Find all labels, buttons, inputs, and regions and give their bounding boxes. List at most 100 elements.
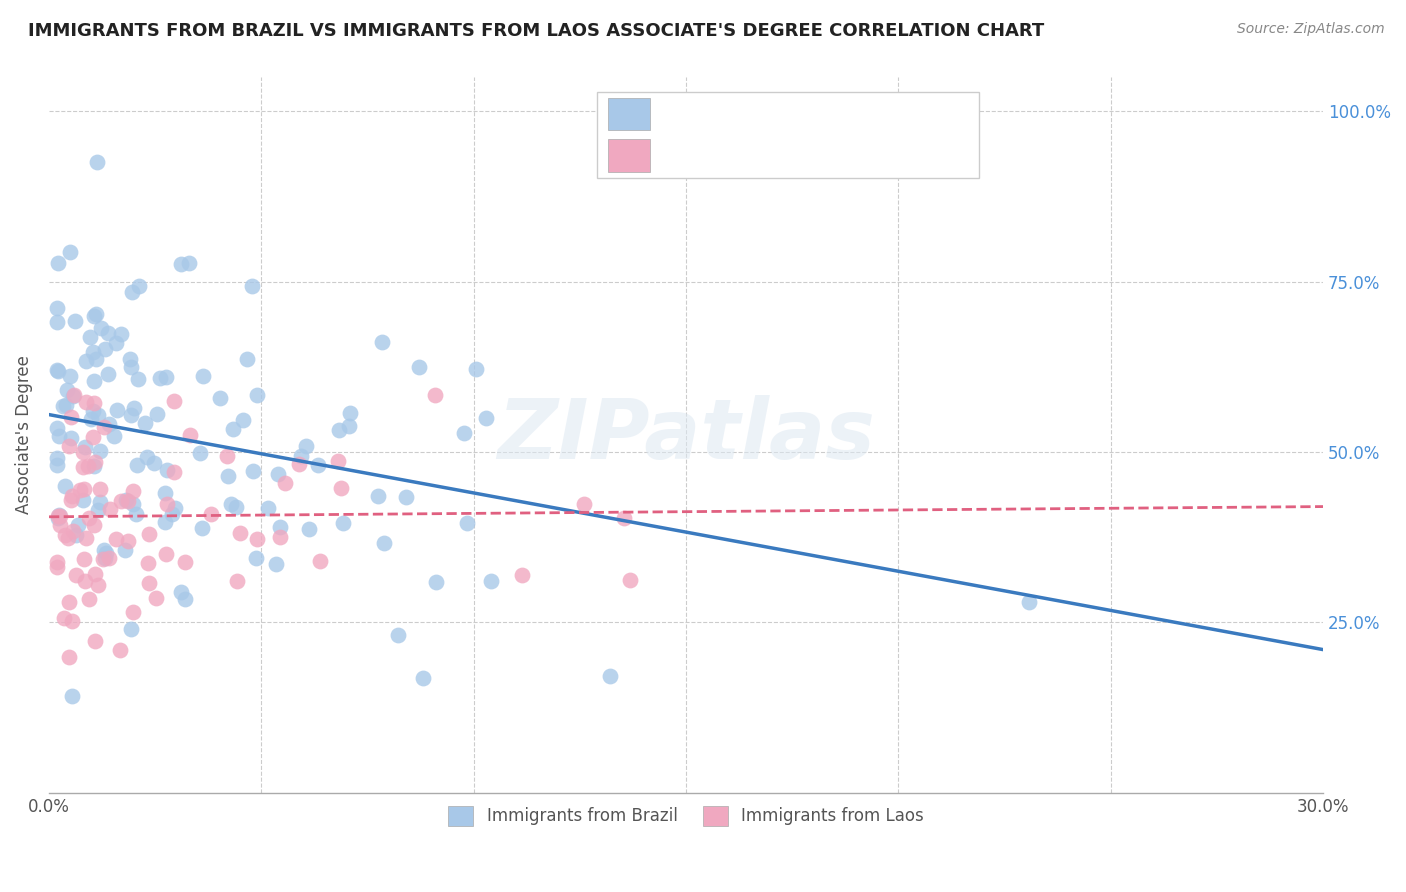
Point — [46, 314, 69, 328]
Point — [55, 398, 77, 412]
Point — [105, 336, 128, 351]
Point — [60, 690, 83, 704]
Point — [479, 574, 502, 588]
Point — [46, 364, 69, 378]
Point — [87, 409, 110, 423]
Point — [219, 497, 242, 511]
Point — [120, 409, 142, 423]
Point — [63, 387, 86, 401]
Point — [49, 509, 72, 524]
Point — [60, 409, 83, 424]
Point — [66, 518, 89, 533]
Point — [269, 520, 291, 534]
Point — [395, 490, 418, 504]
Point — [330, 481, 353, 495]
Point — [177, 255, 200, 269]
Point — [188, 446, 211, 460]
Point — [58, 594, 80, 608]
Point — [120, 360, 142, 375]
Point — [75, 574, 97, 588]
Point — [84, 633, 107, 648]
Point — [90, 321, 112, 335]
Point — [46, 511, 69, 525]
Point — [84, 455, 107, 469]
Point — [287, 457, 309, 471]
Point — [229, 525, 252, 540]
Point — [72, 445, 94, 459]
Point — [89, 483, 111, 497]
Point — [46, 555, 69, 569]
Point — [97, 367, 120, 381]
Point — [117, 493, 139, 508]
Point — [339, 406, 361, 420]
Point — [619, 573, 641, 587]
Point — [83, 517, 105, 532]
Point — [226, 574, 249, 588]
Point — [408, 360, 430, 375]
Point — [145, 407, 167, 421]
Point — [138, 575, 160, 590]
Point — [153, 516, 176, 530]
Point — [160, 508, 183, 522]
Point — [75, 394, 97, 409]
Point — [46, 301, 69, 315]
Point — [110, 326, 132, 341]
Point — [209, 392, 232, 406]
Point — [1018, 595, 1040, 609]
Point — [77, 592, 100, 607]
Point — [63, 313, 86, 327]
Point — [108, 643, 131, 657]
Point — [59, 368, 82, 383]
Point — [163, 393, 186, 408]
Point — [93, 542, 115, 557]
Point — [134, 416, 156, 430]
Point — [290, 449, 312, 463]
Point — [115, 493, 138, 508]
Point — [367, 489, 389, 503]
Point — [58, 244, 80, 259]
Point — [267, 467, 290, 481]
Point — [236, 351, 259, 366]
Point — [309, 553, 332, 567]
Point — [93, 343, 115, 357]
Point — [612, 511, 634, 525]
Point — [170, 257, 193, 271]
Point — [170, 585, 193, 599]
Point — [456, 516, 478, 530]
Point — [87, 503, 110, 517]
Point — [125, 458, 148, 472]
Point — [222, 422, 245, 436]
Point — [326, 454, 349, 468]
Point — [93, 420, 115, 434]
Point — [337, 418, 360, 433]
Point — [89, 495, 111, 509]
Point — [155, 463, 177, 477]
Point — [55, 383, 77, 397]
Point — [425, 575, 447, 590]
Point — [105, 402, 128, 417]
Point — [48, 518, 70, 533]
Point — [72, 460, 94, 475]
Point — [165, 501, 187, 516]
Point — [75, 354, 97, 368]
Text: ZIPatlas: ZIPatlas — [498, 394, 875, 475]
Point — [453, 426, 475, 441]
Point — [58, 649, 80, 664]
Point — [191, 368, 214, 383]
Point — [52, 611, 75, 625]
Point — [155, 547, 177, 561]
Point — [298, 522, 321, 536]
Point — [48, 429, 70, 443]
Point — [200, 507, 222, 521]
Point — [257, 500, 280, 515]
Point — [62, 389, 84, 403]
Point — [246, 532, 269, 546]
Point — [269, 530, 291, 544]
Point — [128, 279, 150, 293]
Point — [46, 421, 69, 435]
Point — [162, 465, 184, 479]
Point — [86, 154, 108, 169]
Point — [217, 469, 239, 483]
Point — [127, 372, 149, 386]
Point — [86, 307, 108, 321]
